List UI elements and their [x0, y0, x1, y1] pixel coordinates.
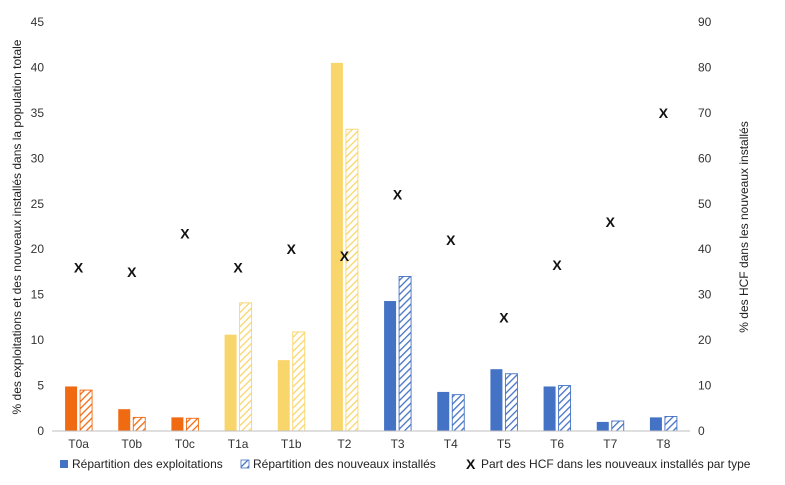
- legend-marker-hcf: X: [466, 456, 476, 472]
- bar-nouveaux-installes-T1a: [239, 302, 253, 432]
- bar-exploitations-T8: [649, 417, 662, 431]
- right-tick-label: 30: [698, 288, 712, 302]
- bar-exploitations-T6: [543, 386, 556, 431]
- hcf-markers: X X X X X X X X X X X X: [74, 105, 669, 326]
- hcf-marker-T7: X: [606, 214, 616, 230]
- bar-exploitations-T0c: [171, 417, 184, 431]
- right-tick-label: 20: [698, 333, 712, 347]
- bar-exploitations-T0b: [118, 409, 131, 431]
- bar-exploitations-T0a: [65, 386, 78, 431]
- x-tick-label-T6: T6: [550, 437, 564, 451]
- hcf-marker-T2: X: [340, 248, 350, 264]
- right-tick-label: 0: [698, 424, 705, 438]
- bar-exploitations-T4: [437, 391, 450, 431]
- right-axis-title: % des HCF dans les nouveaux installés: [737, 121, 751, 332]
- x-tick-label-T8: T8: [656, 437, 670, 451]
- bar-exploitations-T2: [330, 62, 343, 432]
- hcf-marker-T8: X: [659, 105, 669, 121]
- right-tick-label: 80: [698, 60, 712, 74]
- bar-exploitations-T5: [490, 369, 503, 431]
- legend-label-nouveaux-installes: Répartition des nouveaux installés: [253, 457, 436, 471]
- hcf-marker-T3: X: [393, 187, 403, 203]
- right-tick-label: 90: [698, 15, 712, 29]
- x-tick-label-T0b: T0b: [121, 437, 142, 451]
- left-axis-ticks: 0 5 10 15 20 25 30 35 40 45: [31, 15, 45, 438]
- bar-nouveaux-installes-T0c: [185, 417, 199, 432]
- x-tick-label-T2: T2: [337, 437, 351, 451]
- hcf-marker-T0a: X: [74, 259, 84, 275]
- right-tick-label: 60: [698, 151, 712, 165]
- right-tick-label: 50: [698, 197, 712, 211]
- bar-nouveaux-installes-T5: [504, 373, 518, 432]
- bar-nouveaux-installes-T0b: [132, 416, 146, 432]
- right-tick-label: 10: [698, 379, 712, 393]
- bar-nouveaux-installes-T3: [398, 276, 412, 432]
- right-tick-label: 70: [698, 106, 712, 120]
- left-tick-label: 30: [31, 151, 45, 165]
- hcf-marker-T5: X: [499, 309, 509, 325]
- hcf-marker-T0b: X: [127, 264, 137, 280]
- x-tick-label-T4: T4: [444, 437, 458, 451]
- left-tick-label: 45: [31, 15, 45, 29]
- hcf-marker-T1b: X: [287, 241, 297, 257]
- left-tick-label: 20: [31, 242, 45, 256]
- hcf-marker-T6: X: [552, 257, 562, 273]
- left-tick-label: 40: [31, 60, 45, 74]
- left-tick-label: 25: [31, 197, 45, 211]
- left-tick-label: 0: [37, 424, 44, 438]
- left-tick-label: 5: [37, 379, 44, 393]
- bar-nouveaux-installes-T1b: [292, 331, 306, 432]
- bar-nouveaux-installes-T6: [558, 385, 572, 432]
- x-tick-label-T1a: T1a: [228, 437, 249, 451]
- x-tick-label-T5: T5: [497, 437, 511, 451]
- legend-swatch-nouveaux-installes: [240, 459, 250, 469]
- left-tick-label: 15: [31, 288, 45, 302]
- bar-exploitations-T7: [596, 421, 609, 431]
- bar-nouveaux-installes-T7: [611, 420, 625, 432]
- x-tick-label-T0a: T0a: [68, 437, 89, 451]
- bar-exploitations-T1b: [277, 360, 290, 431]
- left-tick-label: 10: [31, 333, 45, 347]
- x-axis-ticks: T0a T0b T0c T1a T1b T2 T3 T4 T5 T6 T7 T8: [68, 437, 670, 451]
- hcf-marker-T4: X: [446, 232, 456, 248]
- hcf-marker-T0c: X: [180, 225, 190, 241]
- legend-swatch-exploitations: [60, 460, 68, 468]
- right-axis-ticks: 0 10 20 30 40 50 60 70 80 90: [698, 15, 712, 438]
- legend-label-hcf: Part des HCF dans les nouveaux installés…: [481, 457, 751, 471]
- bar-exploitations-T3: [384, 301, 397, 431]
- left-axis-title: % des exploitations et des nouveaux inst…: [10, 39, 24, 414]
- hcf-marker-T1a: X: [233, 259, 243, 275]
- bar-nouveaux-installes-T8: [664, 416, 678, 432]
- right-tick-label: 40: [698, 242, 712, 256]
- bar-nouveaux-installes-T4: [451, 394, 465, 432]
- bars: [65, 62, 678, 432]
- legend: Répartition des exploitations Répartitio…: [60, 456, 751, 472]
- x-tick-label-T3: T3: [391, 437, 405, 451]
- legend-label-exploitations: Répartition des exploitations: [72, 457, 223, 471]
- bar-nouveaux-installes-T0a: [79, 389, 93, 432]
- x-tick-label-T0c: T0c: [175, 437, 195, 451]
- bar-nouveaux-installes-T2: [345, 128, 359, 432]
- left-tick-label: 35: [31, 106, 45, 120]
- bar-exploitations-T1a: [224, 334, 237, 431]
- x-tick-label-T7: T7: [603, 437, 617, 451]
- x-tick-label-T1b: T1b: [281, 437, 302, 451]
